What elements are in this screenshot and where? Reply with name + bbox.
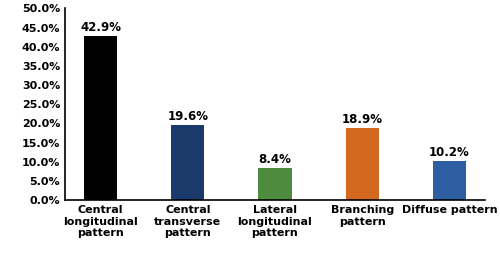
Text: 8.4%: 8.4% (258, 153, 292, 167)
Text: 42.9%: 42.9% (80, 21, 121, 34)
Bar (258, 168, 292, 200)
Bar (172, 125, 204, 200)
Text: 19.6%: 19.6% (168, 110, 208, 123)
Bar (346, 128, 378, 200)
Text: 18.9%: 18.9% (342, 113, 382, 126)
Bar (84, 36, 117, 200)
Bar (433, 161, 466, 200)
Text: 10.2%: 10.2% (429, 147, 470, 160)
